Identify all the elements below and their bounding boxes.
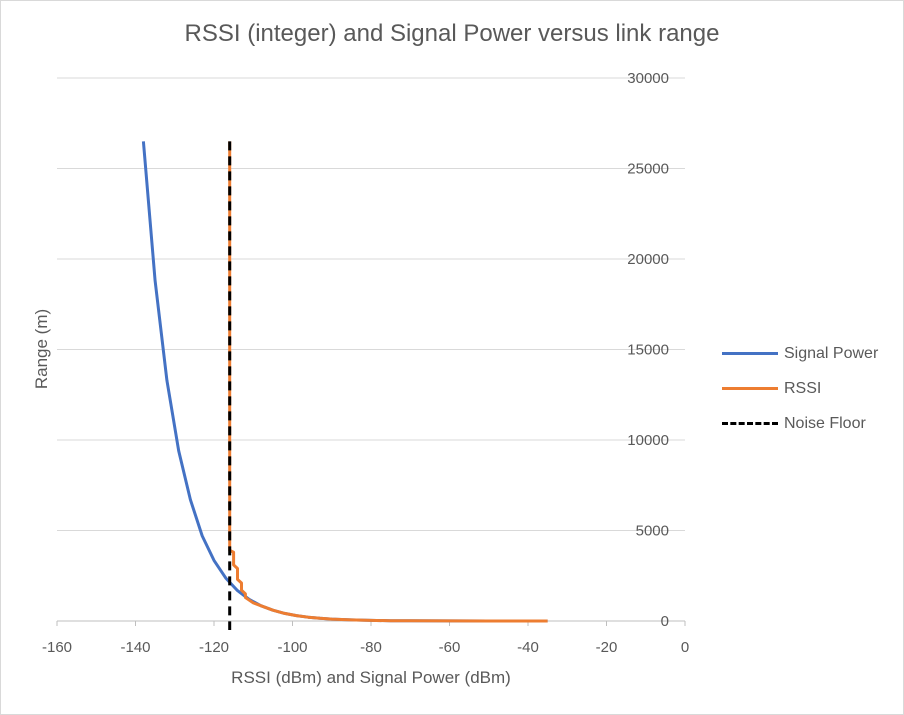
y-axis-title: Range (m) xyxy=(32,309,51,389)
x-tick--160: -160 xyxy=(42,639,72,656)
legend-label-noise-floor: Noise Floor xyxy=(784,414,866,432)
y-tick-5000: 5000 xyxy=(636,523,669,540)
legend-item-rssi: RSSI xyxy=(722,371,878,406)
y-tick-20000: 20000 xyxy=(627,251,669,268)
x-tick--140: -140 xyxy=(120,639,150,656)
legend-item-signal-power: Signal Power xyxy=(722,336,878,371)
y-tick-25000: 25000 xyxy=(627,161,669,178)
series-line-signal-power xyxy=(141,141,548,623)
legend-label-signal-power: Signal Power xyxy=(784,344,879,362)
legend-swatch-signal-power xyxy=(722,352,778,355)
x-tick--40: -40 xyxy=(517,639,539,656)
legend-swatch-rssi xyxy=(722,387,778,390)
x-axis-title: RSSI (dBm) and Signal Power (dBm) xyxy=(231,668,511,687)
chart-title: RSSI (integer) and Signal Power versus l… xyxy=(184,20,720,47)
x-tick--20: -20 xyxy=(596,639,618,656)
legend-label-rssi: RSSI xyxy=(784,379,822,397)
x-tick--100: -100 xyxy=(277,639,307,656)
y-tick-30000: 30000 xyxy=(627,70,669,87)
x-tick--120: -120 xyxy=(199,639,229,656)
x-tick--60: -60 xyxy=(439,639,461,656)
x-tick--80: -80 xyxy=(360,639,382,656)
legend-item-noise-floor: Noise Floor xyxy=(722,406,878,441)
y-tick-15000: 15000 xyxy=(627,342,669,359)
series-line-rssi xyxy=(228,141,548,623)
legend-swatch-noise-floor xyxy=(722,422,778,425)
legend: Signal Power RSSI Noise Floor xyxy=(722,336,878,441)
y-tick-0: 0 xyxy=(661,613,669,630)
y-tick-10000: 10000 xyxy=(627,432,669,449)
x-tick-0: 0 xyxy=(681,639,689,656)
